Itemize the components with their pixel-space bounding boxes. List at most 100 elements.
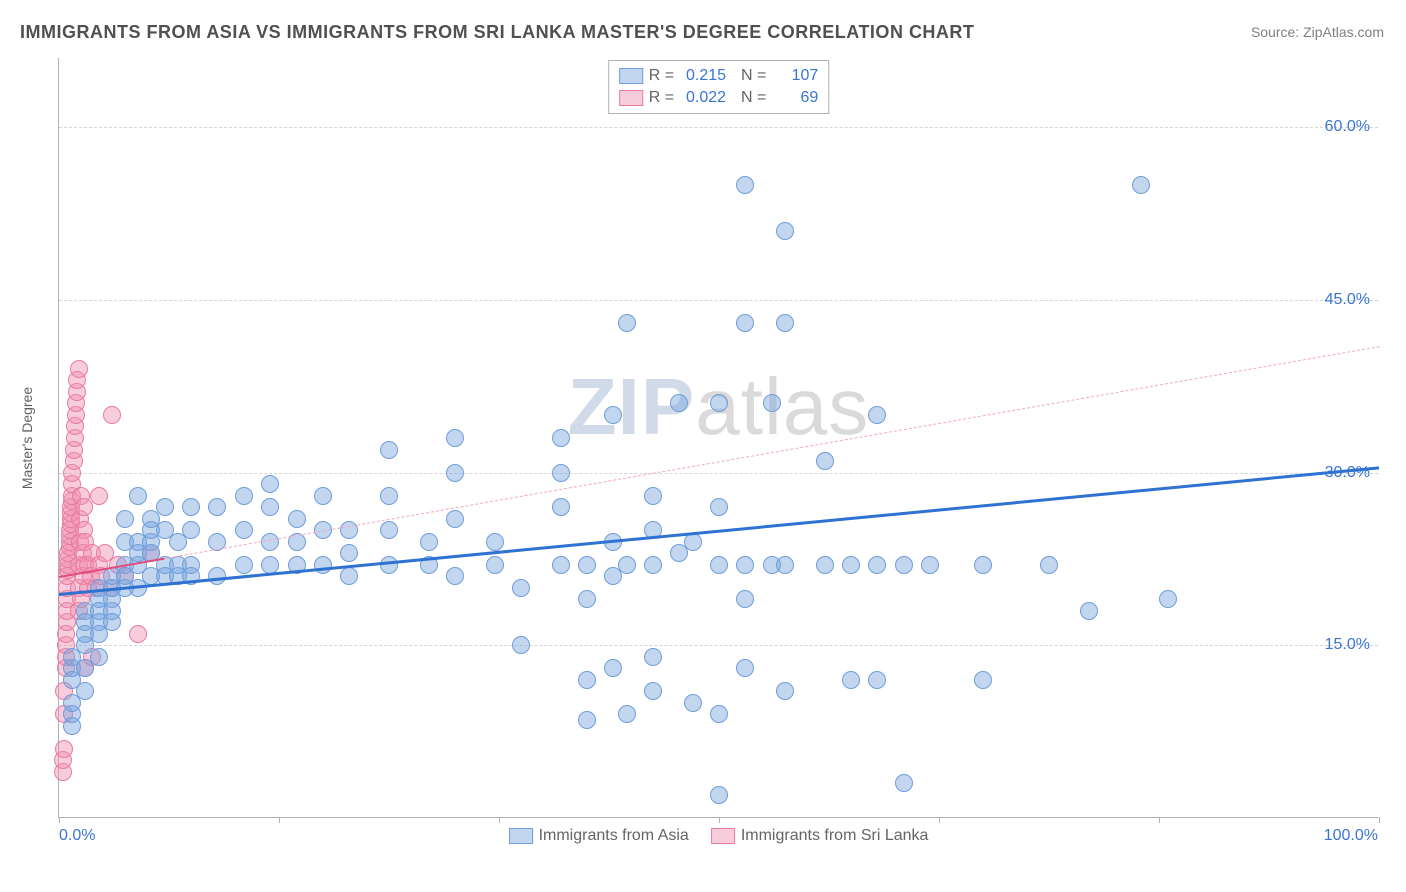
- asia-point: [578, 556, 596, 574]
- asia-point: [604, 659, 622, 677]
- legend-swatch-srilanka: [711, 828, 735, 844]
- asia-point: [182, 521, 200, 539]
- asia-point: [644, 648, 662, 666]
- asia-point: [684, 694, 702, 712]
- asia-point: [776, 314, 794, 332]
- asia-point: [736, 176, 754, 194]
- chart-title: IMMIGRANTS FROM ASIA VS IMMIGRANTS FROM …: [20, 22, 974, 43]
- asia-point: [974, 556, 992, 574]
- asia-point: [261, 475, 279, 493]
- asia-point: [618, 705, 636, 723]
- gridline: [59, 473, 1378, 474]
- asia-point: [578, 711, 596, 729]
- x-tick-mark: [939, 817, 940, 823]
- asia-point: [235, 487, 253, 505]
- stats-legend-box: R = 0.215 N = 107 R = 0.022 N = 69: [608, 60, 830, 114]
- gridline: [59, 127, 1378, 128]
- asia-point: [842, 671, 860, 689]
- asia-point: [670, 394, 688, 412]
- asia-point: [868, 406, 886, 424]
- y-tick-label: 45.0%: [1325, 291, 1370, 309]
- stat-r-asia: 0.215: [680, 65, 726, 87]
- x-axis-label-max: 100.0%: [1324, 827, 1378, 845]
- x-axis-label-min: 0.0%: [59, 827, 95, 845]
- asia-point: [816, 556, 834, 574]
- srilanka-point: [70, 360, 88, 378]
- asia-point: [380, 487, 398, 505]
- asia-point: [776, 556, 794, 574]
- asia-point: [261, 498, 279, 516]
- swatch-srilanka: [619, 90, 643, 106]
- asia-point: [895, 774, 913, 792]
- srilanka-point: [90, 487, 108, 505]
- asia-point: [736, 659, 754, 677]
- asia-point: [380, 521, 398, 539]
- asia-point: [552, 556, 570, 574]
- bottom-legend: Immigrants from Asia Immigrants from Sri…: [509, 827, 929, 845]
- stat-r-label: R =: [649, 65, 674, 87]
- legend-item-srilanka: Immigrants from Sri Lanka: [711, 827, 929, 845]
- asia-point: [710, 498, 728, 516]
- stat-row-srilanka: R = 0.022 N = 69: [619, 87, 819, 109]
- asia-point: [618, 556, 636, 574]
- legend-item-asia: Immigrants from Asia: [509, 827, 689, 845]
- asia-point: [644, 556, 662, 574]
- stat-n-label: N =: [732, 87, 766, 109]
- asia-point: [578, 671, 596, 689]
- stat-r-srilanka: 0.022: [680, 87, 726, 109]
- asia-point: [235, 556, 253, 574]
- asia-point: [618, 314, 636, 332]
- asia-point: [710, 394, 728, 412]
- x-tick-mark: [59, 817, 60, 823]
- asia-point: [868, 671, 886, 689]
- x-tick-mark: [719, 817, 720, 823]
- stat-n-asia: 107: [772, 65, 818, 87]
- trend-asia: [59, 467, 1379, 597]
- asia-point: [578, 590, 596, 608]
- chart-container: IMMIGRANTS FROM ASIA VS IMMIGRANTS FROM …: [0, 0, 1406, 892]
- asia-point: [552, 429, 570, 447]
- asia-point: [736, 314, 754, 332]
- asia-point: [208, 498, 226, 516]
- stat-row-asia: R = 0.215 N = 107: [619, 65, 819, 87]
- x-tick-mark: [1159, 817, 1160, 823]
- asia-point: [512, 636, 530, 654]
- asia-point: [446, 510, 464, 528]
- asia-point: [974, 671, 992, 689]
- asia-point: [644, 682, 662, 700]
- legend-label-asia: Immigrants from Asia: [539, 827, 689, 845]
- asia-point: [895, 556, 913, 574]
- asia-point: [1132, 176, 1150, 194]
- stat-r-label: R =: [649, 87, 674, 109]
- asia-point: [446, 464, 464, 482]
- asia-point: [552, 464, 570, 482]
- asia-point: [710, 705, 728, 723]
- asia-point: [182, 498, 200, 516]
- asia-point: [261, 556, 279, 574]
- asia-point: [103, 613, 121, 631]
- y-axis-title: Master's Degree: [19, 386, 35, 488]
- y-tick-label: 60.0%: [1325, 118, 1370, 136]
- asia-point: [736, 556, 754, 574]
- gridline: [59, 645, 1378, 646]
- source-label: Source: ZipAtlas.com: [1251, 24, 1384, 40]
- asia-point: [486, 533, 504, 551]
- asia-point: [816, 452, 834, 470]
- y-tick-label: 15.0%: [1325, 636, 1370, 654]
- asia-point: [486, 556, 504, 574]
- asia-point: [380, 441, 398, 459]
- stat-n-label: N =: [732, 65, 766, 87]
- asia-point: [340, 544, 358, 562]
- asia-point: [868, 556, 886, 574]
- asia-point: [129, 487, 147, 505]
- asia-point: [1080, 602, 1098, 620]
- asia-point: [446, 567, 464, 585]
- asia-point: [156, 498, 174, 516]
- asia-point: [235, 521, 253, 539]
- asia-point: [314, 487, 332, 505]
- asia-point: [604, 406, 622, 424]
- asia-point: [710, 786, 728, 804]
- asia-point: [921, 556, 939, 574]
- asia-point: [512, 579, 530, 597]
- srilanka-point: [129, 625, 147, 643]
